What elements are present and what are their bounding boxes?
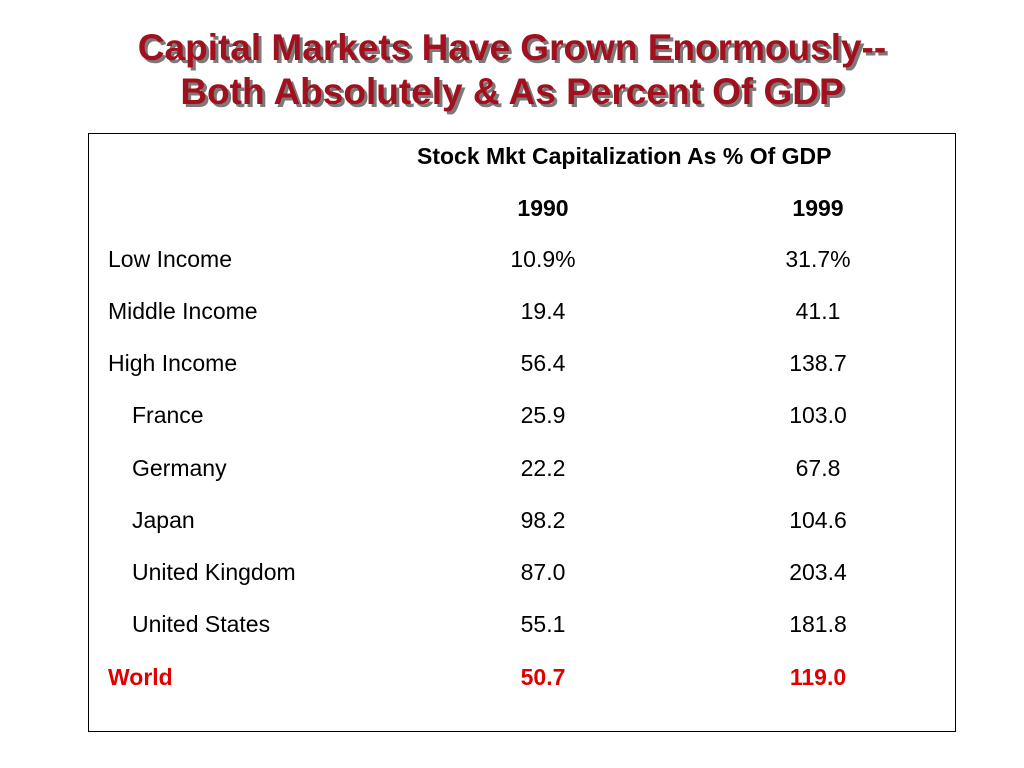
- table-row: United States 55.1 181.8: [89, 598, 955, 650]
- slide-title: Capital Markets Have Grown Enormously-- …: [0, 26, 1024, 114]
- year-header-1999: 1999: [792, 195, 844, 221]
- value-1999: 181.8: [789, 611, 847, 637]
- year-header-1990: 1990: [517, 195, 569, 221]
- header-row-years: 1990 1999: [89, 182, 955, 234]
- value-1990: 56.4: [520, 350, 566, 376]
- value-1990: 10.9%: [510, 246, 576, 272]
- row-label: Middle Income: [108, 298, 258, 324]
- group-header: Stock Mkt Capitalization As % Of GDP: [417, 143, 832, 169]
- data-table: Stock Mkt Capitalization As % Of GDP 199…: [88, 133, 956, 732]
- value-1999: 138.7: [789, 350, 847, 376]
- value-1990: 19.4: [520, 298, 566, 324]
- value-1999: 104.6: [789, 507, 847, 533]
- header-row-group: Stock Mkt Capitalization As % Of GDP: [89, 136, 955, 188]
- row-label: France: [132, 402, 204, 428]
- value-1999: 119.0: [789, 664, 847, 690]
- title-line-2: Both Absolutely & As Percent Of GDP: [180, 71, 844, 112]
- table-row: France 25.9 103.0: [89, 389, 955, 441]
- value-1990: 25.9: [520, 402, 566, 428]
- row-label: World: [108, 664, 173, 690]
- row-label: Germany: [132, 455, 227, 481]
- row-label: Low Income: [108, 246, 233, 272]
- value-1999: 67.8: [795, 455, 841, 481]
- value-1990: 87.0: [520, 559, 566, 585]
- table-row: United Kingdom 87.0 203.4: [89, 546, 955, 598]
- value-1999: 203.4: [789, 559, 847, 585]
- table-row-world: World 50.7 119.0: [89, 651, 955, 703]
- value-1990: 50.7: [520, 664, 566, 690]
- value-1990: 22.2: [520, 455, 566, 481]
- row-label: United Kingdom: [132, 559, 296, 585]
- table-row: High Income 56.4 138.7: [89, 337, 955, 389]
- value-1999: 31.7%: [785, 246, 851, 272]
- value-1990: 55.1: [520, 611, 566, 637]
- table-row: Low Income 10.9% 31.7%: [89, 233, 955, 285]
- row-label: United States: [132, 611, 271, 637]
- value-1999: 103.0: [789, 402, 847, 428]
- table-row: Japan 98.2 104.6: [89, 494, 955, 546]
- value-1999: 41.1: [795, 298, 841, 324]
- title-line-1: Capital Markets Have Grown Enormously--: [137, 27, 887, 68]
- row-label: Japan: [132, 507, 195, 533]
- table-row: Germany 22.2 67.8: [89, 442, 955, 494]
- row-label: High Income: [108, 350, 238, 376]
- table-row: Middle Income 19.4 41.1: [89, 285, 955, 337]
- value-1990: 98.2: [520, 507, 566, 533]
